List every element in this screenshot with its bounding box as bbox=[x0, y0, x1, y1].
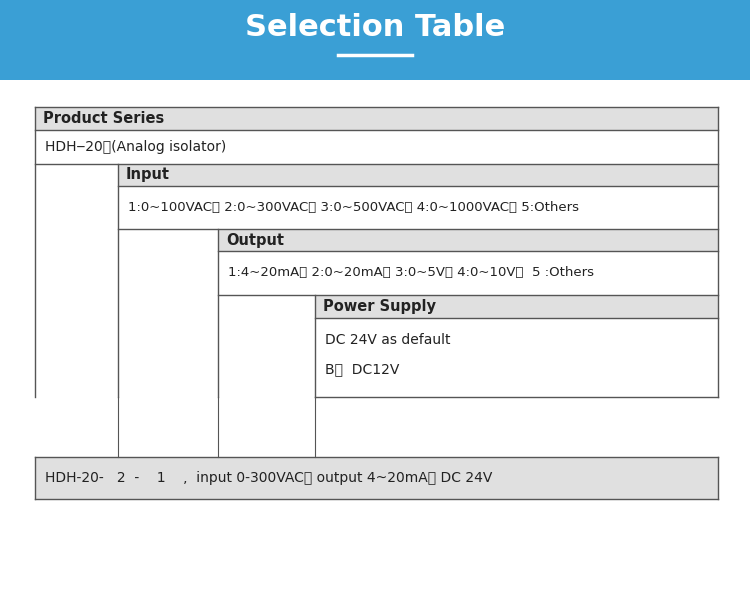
Text: Output: Output bbox=[226, 232, 284, 248]
Text: 1:4~20mA、 2:0~20mA、 3:0~5V、 4:0~10V、  5 :Others: 1:4~20mA、 2:0~20mA、 3:0~5V、 4:0~10V、 5 :… bbox=[228, 266, 594, 279]
Bar bbox=[35, 457, 718, 499]
Text: DC 24V as default: DC 24V as default bbox=[325, 334, 451, 347]
Text: Power Supply: Power Supply bbox=[323, 299, 436, 314]
Text: Input: Input bbox=[126, 168, 170, 183]
Bar bbox=[35, 107, 718, 130]
Text: Selection Table: Selection Table bbox=[244, 14, 506, 42]
Text: HDH‒20　(Analog isolator): HDH‒20 (Analog isolator) bbox=[45, 140, 226, 154]
Bar bbox=[315, 295, 718, 318]
Bar bbox=[218, 229, 718, 251]
Text: 1:0~100VAC、 2:0~300VAC、 3:0~500VAC、 4:0~1000VAC、 5:Others: 1:0~100VAC、 2:0~300VAC、 3:0~500VAC、 4:0~… bbox=[128, 201, 579, 214]
Text: HDH-20-   2  -    1    ,  input 0-300VAC， output 4~20mA， DC 24V: HDH-20- 2 - 1 , input 0-300VAC， output 4… bbox=[45, 471, 492, 485]
Text: B：  DC12V: B： DC12V bbox=[325, 362, 399, 377]
Bar bbox=[118, 186, 718, 229]
Bar bbox=[35, 130, 718, 164]
Bar bbox=[0, 0, 750, 80]
Bar bbox=[315, 318, 718, 397]
Bar bbox=[118, 164, 718, 186]
Text: Product Series: Product Series bbox=[43, 111, 164, 126]
Bar bbox=[218, 251, 718, 295]
